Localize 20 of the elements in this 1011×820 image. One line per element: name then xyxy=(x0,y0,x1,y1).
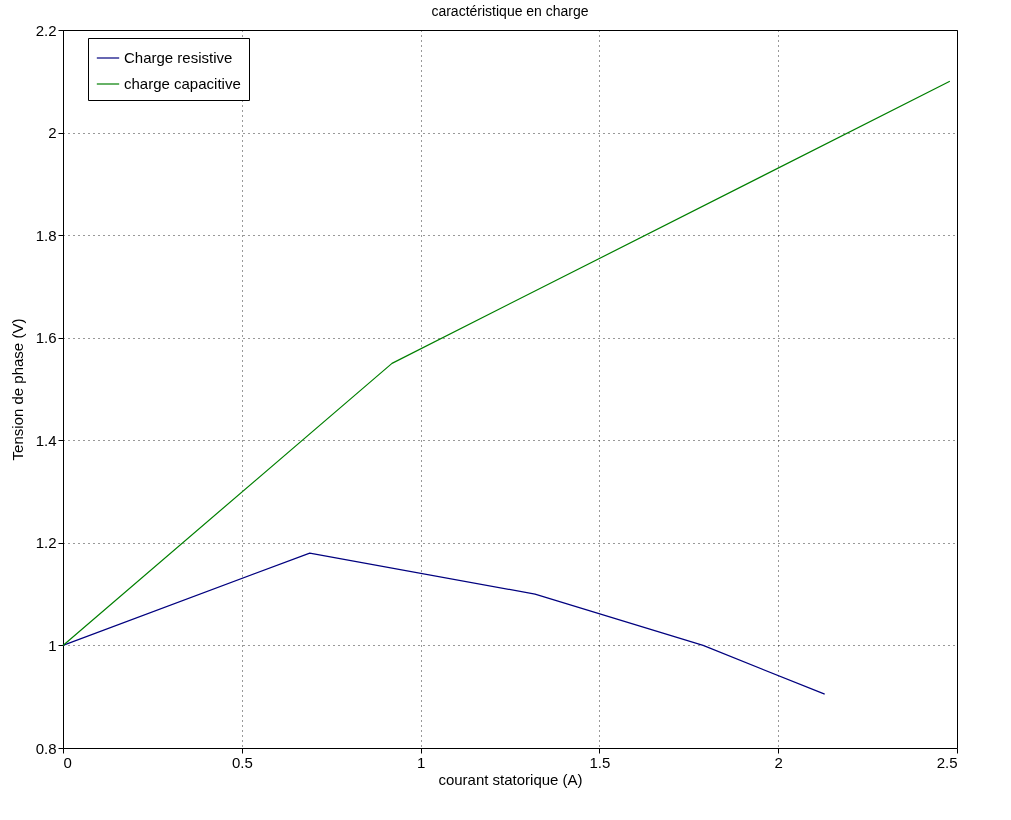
y-tick-label: 1.2 xyxy=(35,534,57,552)
y-tick-label: 1.6 xyxy=(35,329,57,347)
chart-title: caractéristique en charge xyxy=(431,3,589,19)
x-tick-label: 0 xyxy=(63,753,72,771)
line-series xyxy=(62,552,826,695)
legend-label: charge capacitive xyxy=(124,75,241,92)
x-tick-label: 1.5 xyxy=(589,753,611,771)
x-tick-label: 2.5 xyxy=(936,753,958,771)
y-tick-label: 1 xyxy=(48,636,57,654)
y-axis-title: Tension de phase (V) xyxy=(8,318,26,461)
y-tick-label: 1.8 xyxy=(35,226,57,244)
x-tick-label: 1 xyxy=(416,753,426,771)
y-tick-label: 0.8 xyxy=(35,739,57,757)
y-tick-label: 2 xyxy=(48,124,57,142)
x-axis-title: courant statorique (A) xyxy=(438,770,583,788)
y-tick-label: 2.2 xyxy=(35,21,57,39)
legend-label: Charge resistive xyxy=(124,49,233,66)
y-tick-label: 1.4 xyxy=(35,431,57,449)
x-tick-label: 0.5 xyxy=(231,753,253,771)
x-tick-label: 2 xyxy=(774,753,783,771)
